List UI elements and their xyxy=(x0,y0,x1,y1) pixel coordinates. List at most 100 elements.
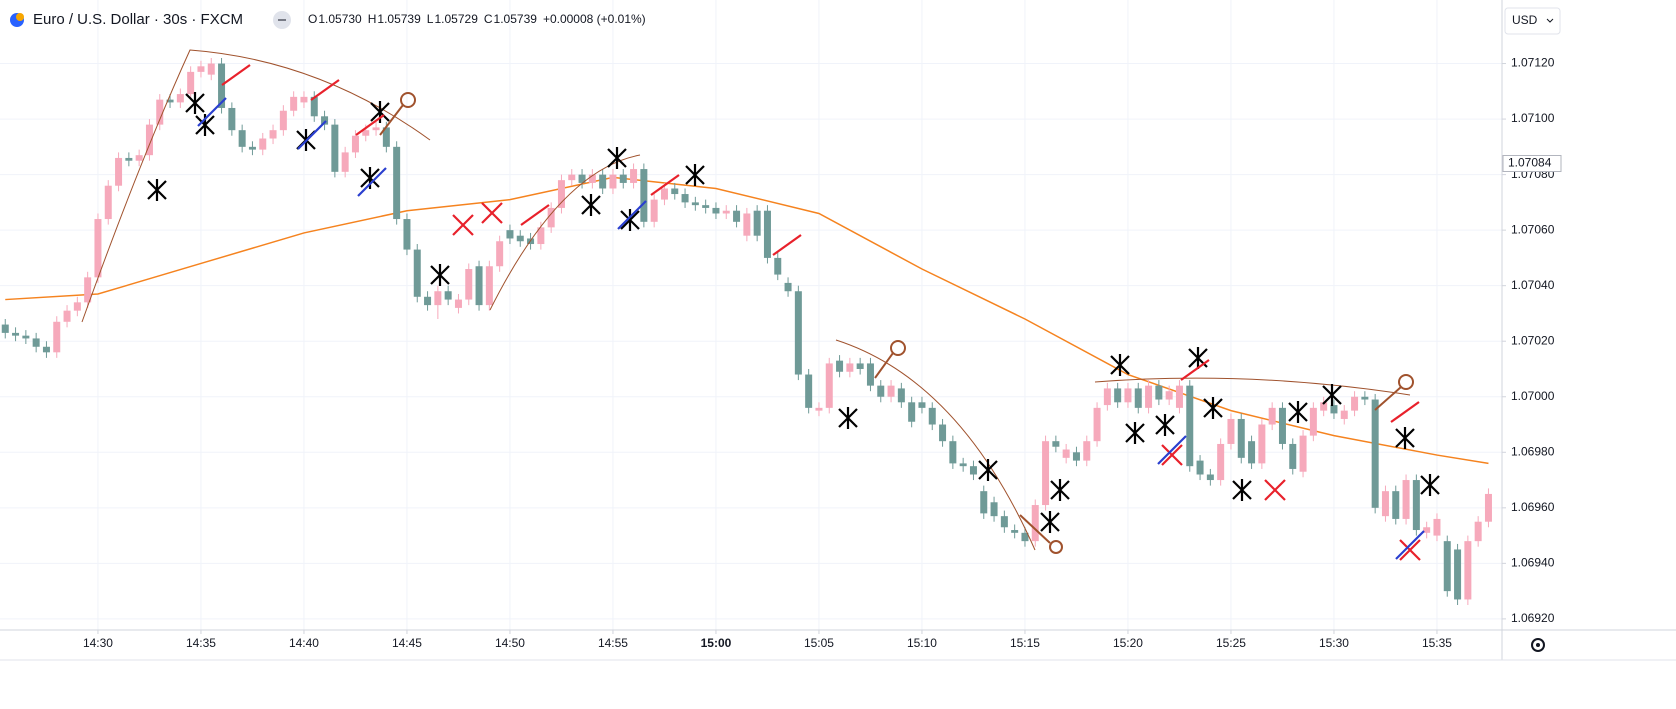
candle-body xyxy=(763,210,771,258)
ohlc-key: L xyxy=(427,12,434,26)
candle-body xyxy=(1392,491,1400,519)
candle-body xyxy=(949,441,957,464)
settings-icon xyxy=(1536,643,1540,647)
candle-body xyxy=(32,338,40,347)
dropdown-icon xyxy=(1546,18,1554,23)
candle-body xyxy=(1309,407,1317,436)
candle-body xyxy=(207,63,215,75)
arc-drawing xyxy=(835,339,1036,551)
candle-body xyxy=(238,130,246,147)
candle-body xyxy=(1464,541,1472,600)
candle-body xyxy=(135,155,143,161)
candle-body xyxy=(1289,443,1297,469)
candle-body xyxy=(660,188,668,200)
candle-body xyxy=(218,63,226,108)
symbol-title[interactable]: Euro / U.S. Dollar · 30s · FXCM xyxy=(33,11,243,28)
candle-body xyxy=(125,157,133,161)
candle-body xyxy=(887,385,895,397)
candle-body xyxy=(321,116,329,125)
x-tick-label: 14:50 xyxy=(495,636,525,650)
candle-body xyxy=(609,174,617,189)
candle-body xyxy=(331,124,339,172)
candle-body xyxy=(846,363,854,372)
settings-button[interactable] xyxy=(1531,638,1545,652)
candle-body xyxy=(1402,480,1410,519)
candle-body xyxy=(1175,385,1183,408)
candle-body xyxy=(104,185,112,220)
candle-body xyxy=(547,207,555,228)
candle-body xyxy=(1083,441,1091,461)
candle-body xyxy=(1423,527,1431,533)
candle-body xyxy=(197,66,205,72)
candle-body xyxy=(733,210,741,222)
x-tick-label: 15:25 xyxy=(1216,636,1246,650)
candle-body xyxy=(454,299,462,308)
currency-button[interactable] xyxy=(1504,7,1561,35)
candle-body xyxy=(959,463,967,467)
candle-body xyxy=(465,269,473,300)
candle-body xyxy=(825,363,833,408)
candle-body xyxy=(1227,418,1235,444)
candle-body xyxy=(403,219,411,250)
candle-body xyxy=(1217,443,1225,481)
candle-body xyxy=(980,491,988,514)
candle-body xyxy=(918,402,926,408)
candle-body xyxy=(362,130,370,136)
circle-drawing xyxy=(890,340,906,356)
candle-body xyxy=(1433,518,1441,536)
x-tick-label: 15:10 xyxy=(907,636,937,650)
candle-body xyxy=(1134,388,1142,408)
ohlc-key: O xyxy=(308,12,317,26)
line-drawing xyxy=(874,352,894,379)
candle-body xyxy=(341,152,349,172)
candle-body xyxy=(805,374,813,408)
candle-body xyxy=(1155,385,1163,400)
candle-body xyxy=(630,169,638,183)
x-tick-label: 15:35 xyxy=(1422,636,1452,650)
price-axis-panel xyxy=(1502,0,1676,709)
x-tick-label: 15:20 xyxy=(1113,636,1143,650)
x-tick-label: 14:45 xyxy=(392,636,422,650)
candle-body xyxy=(877,385,885,397)
candle-body xyxy=(1052,441,1060,447)
price-marker xyxy=(1502,155,1562,172)
x-tick-label: 15:30 xyxy=(1319,636,1349,650)
currency-label[interactable]: USD xyxy=(1512,13,1538,27)
candle-body xyxy=(1186,385,1194,467)
candle-body xyxy=(856,363,864,369)
candle-body xyxy=(269,130,277,139)
candle-body xyxy=(42,346,50,353)
x-tick-label: 15:00 xyxy=(701,636,732,650)
candle-body xyxy=(279,110,287,131)
arc-drawing xyxy=(1094,377,1411,396)
candle-body xyxy=(187,71,195,95)
candle-body xyxy=(969,466,977,475)
candle-body xyxy=(815,407,823,411)
candle-body xyxy=(290,96,298,111)
x-tick-label: 15:05 xyxy=(804,636,834,650)
y-tick-label: 1.07000 xyxy=(1511,389,1555,403)
candle-body xyxy=(259,138,267,150)
candle-body xyxy=(351,135,359,153)
candle-body xyxy=(73,302,81,311)
candle-body xyxy=(1124,388,1132,403)
y-tick-label: 1.07040 xyxy=(1511,278,1555,292)
grid xyxy=(0,0,1502,630)
candle-body xyxy=(1196,460,1204,475)
candle-body xyxy=(568,174,576,181)
candle-body xyxy=(1062,449,1070,458)
y-tick-label: 1.06980 xyxy=(1511,444,1555,458)
symbol-icon xyxy=(16,13,24,21)
candle-body xyxy=(1454,549,1462,600)
candle-body xyxy=(1351,396,1359,411)
x-tick-label: 15:15 xyxy=(1010,636,1040,650)
y-tick-label: 1.06920 xyxy=(1511,611,1555,625)
ohlc-value: 1.05729 xyxy=(434,12,478,26)
candle-body xyxy=(516,235,524,242)
candle-body xyxy=(537,227,545,245)
candle-body xyxy=(444,291,452,300)
candle-body xyxy=(434,291,442,306)
candle-body xyxy=(1340,410,1348,419)
candle-body xyxy=(1,324,9,333)
candle-body xyxy=(691,202,699,206)
